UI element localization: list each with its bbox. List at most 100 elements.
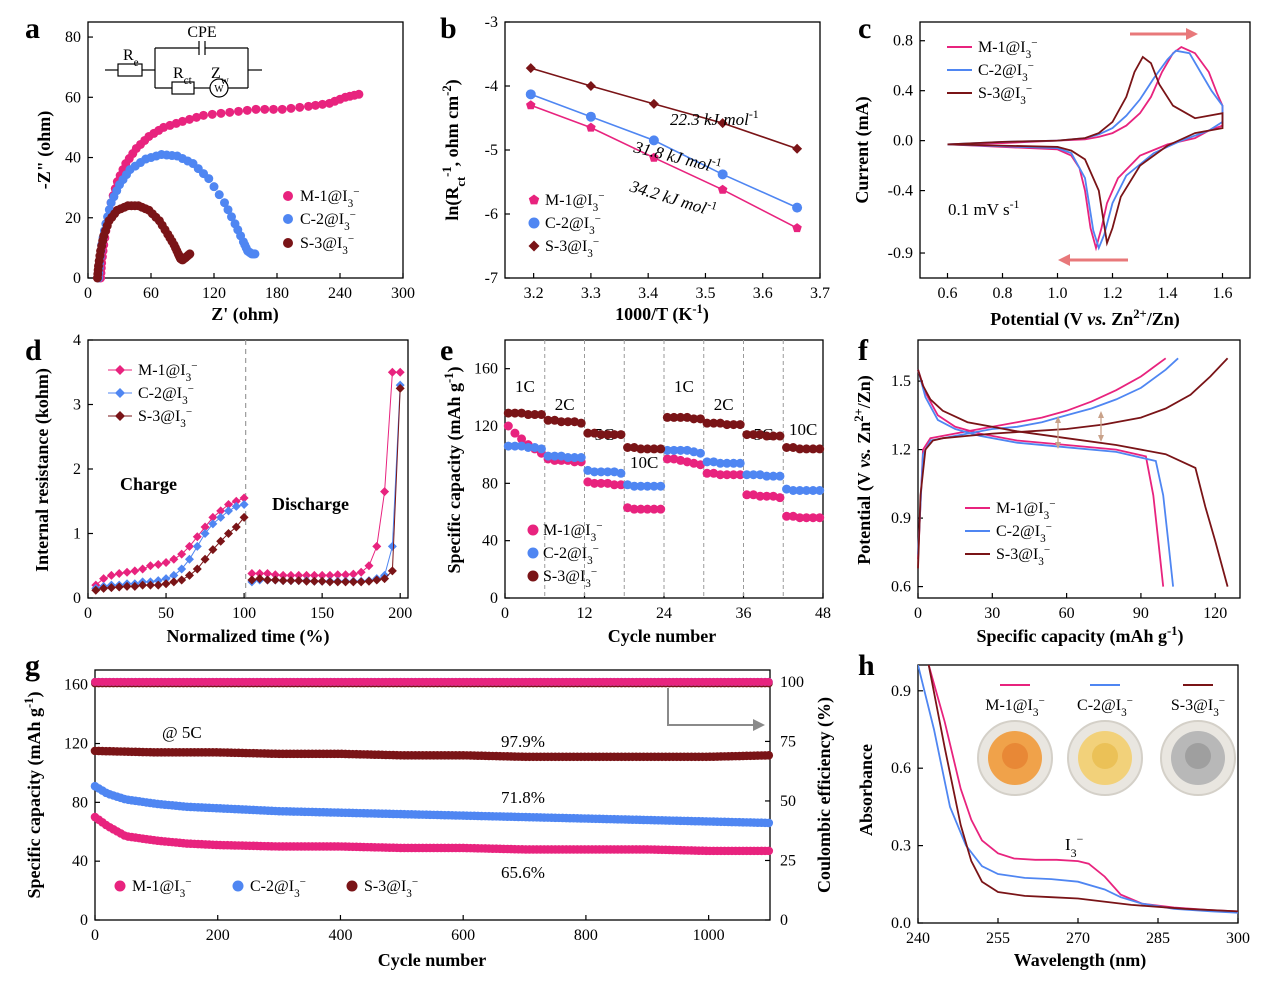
data-point — [171, 118, 181, 128]
sample-disc-center — [1092, 743, 1118, 769]
data-point — [153, 580, 163, 590]
data-point — [556, 417, 566, 427]
y-axis-label: Specific capacity (mAh g-1) — [442, 367, 465, 574]
y-tick-label: 40 — [65, 150, 81, 167]
x-tick-label: 24 — [656, 605, 672, 622]
data-point — [335, 94, 345, 104]
data-point — [200, 522, 210, 532]
y-tick-label: -0.9 — [888, 245, 913, 262]
data-point — [122, 581, 132, 591]
legend-label: S-3@I3− — [978, 83, 1032, 107]
data-point — [227, 212, 236, 222]
data-point — [596, 430, 606, 440]
activation-energy-label: 34.2 kJ mol-1 — [627, 173, 719, 220]
forward-scan-arrowhead — [1186, 28, 1198, 40]
data-point — [387, 566, 397, 576]
data-point — [151, 151, 161, 161]
data-point — [110, 209, 120, 219]
charge-label: Charge — [120, 474, 177, 494]
data-point — [543, 451, 553, 461]
x-tick-label: 1.0 — [1048, 285, 1068, 302]
data-point — [669, 445, 679, 455]
reverse-scan-arrowhead — [1058, 254, 1070, 266]
data-point — [302, 570, 312, 580]
x-axis-label: Cycle number — [378, 950, 486, 970]
data-point — [183, 250, 193, 260]
rate-label: 1C — [515, 377, 535, 396]
data-point — [239, 512, 249, 522]
x-tick-label: 270 — [1066, 930, 1090, 947]
y-tick-label: -3 — [485, 14, 498, 31]
data-point — [642, 481, 652, 491]
data-point — [523, 410, 533, 420]
data-point — [207, 109, 217, 119]
data-point — [112, 186, 122, 196]
data-point — [220, 198, 229, 208]
data-point — [742, 470, 752, 480]
charge-curve — [917, 357, 1167, 560]
legend-label: S-3@I3− — [543, 566, 597, 590]
retention-label: 71.8% — [501, 788, 545, 807]
data-point — [364, 561, 374, 571]
rate-label: 10C — [630, 453, 658, 472]
y-tick-label: 160 — [64, 677, 88, 694]
data-point — [216, 108, 226, 118]
data-point — [208, 519, 218, 529]
panel-c: c 0.6 0.8 1.0 1.2 1.4 1.6 -0.9 -0.4 0.0 0.4 0.8 M-1@… — [852, 12, 1251, 330]
zw-label: Zw — [211, 65, 230, 87]
data-point — [161, 558, 171, 568]
data-point — [154, 125, 164, 135]
x-tick-label: 50 — [158, 605, 174, 622]
data-point — [128, 149, 138, 159]
data-point — [815, 513, 825, 523]
cpe-label: CPE — [187, 24, 216, 41]
data-point — [792, 143, 803, 154]
curves — [918, 665, 1238, 914]
panel-label: a — [25, 12, 40, 45]
y-tick-label: 60 — [65, 89, 81, 106]
data-point — [722, 420, 732, 430]
panel-h: h 240 255 270 285 300 0.0 0.3 0.6 0.9 M-1@I3− C-2@I… — [856, 649, 1250, 971]
cv-curve — [947, 49, 1224, 251]
data-point — [648, 98, 659, 109]
rate-label: 1C — [674, 377, 694, 396]
data-point — [775, 471, 785, 481]
data-point — [695, 414, 705, 424]
data-point — [526, 100, 536, 110]
y-axis-label: Internal resistance (kohm) — [32, 368, 53, 572]
rate-label: 10C — [789, 420, 817, 439]
data-point — [295, 102, 305, 112]
data-point — [184, 554, 194, 564]
data-point — [603, 430, 613, 440]
panel-label: d — [25, 334, 42, 367]
x-tick-label: 3.7 — [810, 285, 830, 302]
panel-label: b — [440, 12, 457, 45]
panel-g: g 0 200 400 600 800 1000 0 40 80 120 160 0 25 50 75 100 M… — [22, 649, 835, 970]
data-point — [263, 575, 273, 585]
legend-label: M-1@I3− — [996, 498, 1056, 522]
x-tick-label: 3.5 — [695, 285, 715, 302]
discharge-line — [251, 385, 401, 583]
activation-energy-label: 31.8 kJ mol-1 — [631, 134, 723, 177]
data-point — [317, 576, 327, 586]
x-tick-label: 1.2 — [1103, 285, 1123, 302]
x-tick-label: 48 — [815, 605, 831, 622]
peak-label: I3− — [1065, 832, 1084, 860]
data-point — [317, 570, 327, 580]
data-point — [278, 576, 288, 586]
data-point — [702, 418, 712, 428]
data-point — [114, 568, 124, 578]
legend-marker — [346, 880, 358, 892]
x-tick-label: 150 — [310, 605, 334, 622]
rct-label: Rct — [173, 65, 193, 87]
data-point — [251, 104, 261, 114]
data-point — [795, 513, 805, 523]
data-point — [649, 481, 659, 491]
x-axis-label: Potential (V vs. Zn2+/Zn) — [990, 307, 1180, 330]
data-point — [709, 418, 719, 428]
data-point — [356, 567, 366, 577]
data-point — [106, 570, 116, 580]
data-point — [762, 431, 772, 441]
y-tick-label: 20 — [65, 210, 81, 227]
plot-frame — [919, 21, 1251, 279]
